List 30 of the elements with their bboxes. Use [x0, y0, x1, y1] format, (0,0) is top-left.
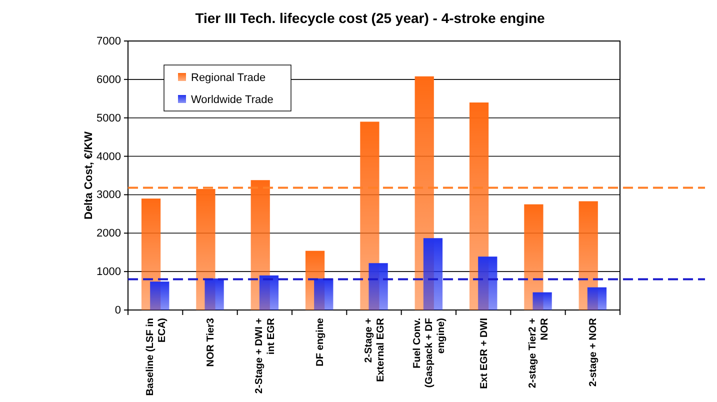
bar [259, 275, 279, 310]
y-tick-label: 1000 [96, 266, 121, 278]
y-axis-title: Delta Cost, €/KW [83, 130, 95, 220]
legend-label: Regional Trade [191, 72, 266, 84]
x-tick-label: DF engine [314, 318, 326, 366]
bar [478, 256, 498, 310]
legend-label: Worldwide Trade [191, 94, 274, 106]
x-tick-label: 2-Stage + DWI + int EGR [254, 317, 278, 394]
x-tick-label: Ext EGR + DWI [478, 318, 490, 389]
x-tick-label: NOR Tier3 [206, 318, 216, 367]
bar [150, 281, 170, 310]
y-tick-label: 6000 [96, 74, 121, 86]
x-tick-label: 2-Stage + External EGR [364, 317, 386, 382]
y-tick-label: 5000 [96, 112, 121, 124]
chart-title: Tier III Tech. lifecycle cost (25 year) - 4-stroke engine [195, 10, 546, 26]
x-tick-label: 2-stage Tier2 + NOR [528, 317, 550, 388]
y-tick-label: 3000 [96, 189, 121, 202]
bar [314, 278, 334, 310]
bar [423, 238, 443, 310]
y-tick-label: 7000 [96, 36, 121, 48]
x-tick-label: 2-stage + NOR [588, 317, 600, 387]
bar [368, 262, 388, 310]
y-tick-label: 0 [114, 304, 121, 317]
y-tick-label: 2000 [96, 228, 121, 240]
x-tick-label: Fuel Conv. (Gaspack + DF engine) [412, 318, 448, 388]
x-tick-label: Baseline (LSF in ECA) [144, 318, 168, 396]
y-tick-label: 4000 [96, 150, 121, 163]
bar [204, 278, 224, 310]
bar [587, 287, 607, 310]
bar [532, 292, 552, 310]
